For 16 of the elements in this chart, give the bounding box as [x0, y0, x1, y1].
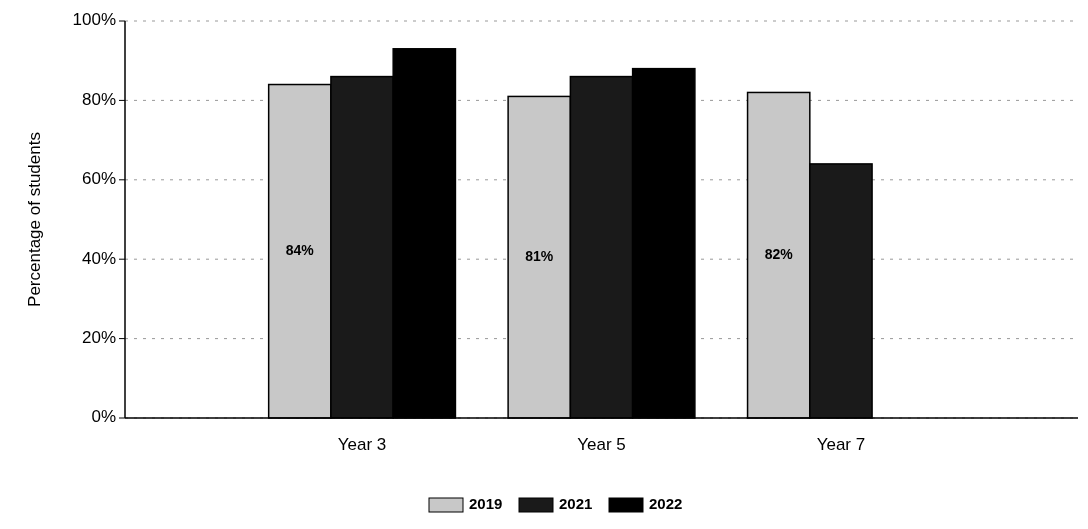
data-label: 84% — [285, 241, 315, 258]
x-tick-label: Year 7 — [816, 435, 866, 454]
y-tick-label: 60% — [81, 169, 116, 189]
legend-label: 2021 — [559, 494, 593, 512]
y-tick-label: 100% — [72, 10, 116, 30]
x-tick-label: Year 3 — [337, 435, 387, 454]
x-tick-label: Year 5 — [577, 435, 626, 454]
data-label: 81% — [525, 247, 554, 264]
legend-label: 2019 — [469, 494, 503, 512]
data-label: 82% — [764, 245, 794, 262]
y-tick-label: 80% — [81, 89, 116, 109]
legend-label: 2022 — [649, 494, 683, 512]
y-tick-label: 20% — [81, 328, 116, 348]
y-tick-label: 40% — [81, 248, 116, 268]
y-tick-label: 0% — [91, 407, 116, 427]
y-axis-title: Percentage of students — [25, 132, 44, 307]
